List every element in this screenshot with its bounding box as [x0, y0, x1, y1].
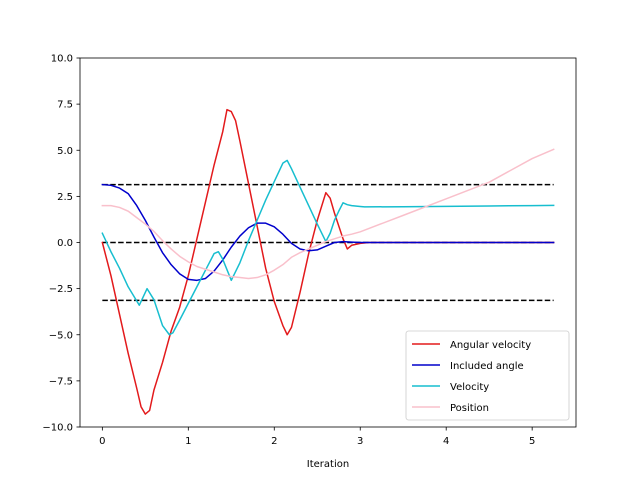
- x-tick-label: 4: [443, 436, 449, 447]
- legend-label: Velocity: [450, 382, 489, 393]
- y-tick-label: 7.5: [57, 100, 73, 111]
- y-tick-label: 5.0: [57, 146, 73, 157]
- x-tick-label: 5: [529, 436, 535, 447]
- x-tick-label: 3: [357, 436, 363, 447]
- x-axis-label: Iteration: [307, 459, 349, 470]
- legend-label: Included angle: [450, 361, 524, 372]
- series-line-angular-velocity: [101, 108, 555, 415]
- series-line-included-angle: [101, 183, 555, 282]
- y-tick-label: −10.0: [42, 423, 73, 434]
- legend-label: Angular velocity: [450, 340, 531, 351]
- x-tick-label: 1: [185, 436, 191, 447]
- y-tick-label: −7.5: [49, 376, 73, 387]
- y-tick-label: 0.0: [57, 238, 73, 249]
- series-line-position: [101, 148, 555, 280]
- y-tick-label: 2.5: [57, 192, 73, 203]
- x-tick-label: 2: [271, 436, 277, 447]
- axes: 0 1 2 3 4 5 −10.0 −7.5 −5.0 −2.5 0.0 2.5 5.0 7.5 10.0: [42, 54, 535, 448]
- legend: Angular velocity Included angle Velocity Po…: [405, 330, 570, 421]
- legend-label: Position: [450, 403, 489, 414]
- x-tick-label: 0: [99, 436, 105, 447]
- y-tick-label: −2.5: [49, 284, 73, 295]
- plot-area: [101, 108, 555, 415]
- y-tick-label: −5.0: [49, 330, 73, 341]
- plot-series-group: [101, 108, 555, 415]
- series-line-velocity: [101, 159, 555, 336]
- legend-box: [405, 330, 570, 421]
- y-tick-label: 10.0: [51, 54, 73, 65]
